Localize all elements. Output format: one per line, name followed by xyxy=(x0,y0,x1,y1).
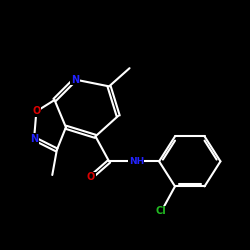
Text: N: N xyxy=(30,134,38,144)
Text: NH: NH xyxy=(129,157,144,166)
Text: N: N xyxy=(71,74,79,85)
Text: Cl: Cl xyxy=(156,206,167,216)
Text: O: O xyxy=(87,172,95,182)
Text: O: O xyxy=(32,106,40,116)
